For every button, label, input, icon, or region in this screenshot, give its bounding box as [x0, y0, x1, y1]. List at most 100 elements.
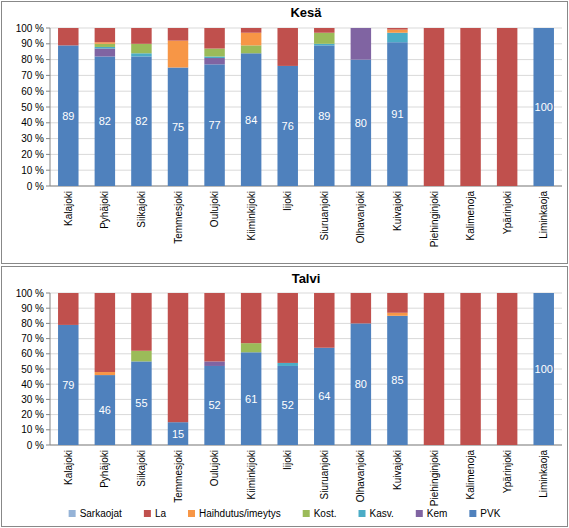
bar-segment	[277, 28, 297, 66]
tick-mark	[46, 170, 50, 171]
bar-segment	[131, 56, 151, 186]
data-label: 89	[318, 110, 330, 122]
legend-swatch	[303, 510, 310, 517]
grid-line	[50, 323, 562, 324]
data-label: 100	[535, 363, 553, 375]
bar-segment	[533, 293, 553, 294]
bar-segment	[168, 28, 188, 29]
bar-segment	[497, 293, 517, 294]
bar-segment	[497, 293, 517, 445]
bar-segment	[533, 28, 553, 186]
data-label: 52	[282, 399, 294, 411]
category-label: Siikajoki	[136, 191, 147, 228]
bar-segment	[204, 28, 224, 49]
grid-line	[50, 28, 562, 29]
category-label: Siuruanjoki	[319, 450, 330, 499]
bar-segment	[277, 363, 297, 366]
bar-segment	[533, 28, 553, 29]
tick-mark	[46, 91, 50, 92]
legend-swatch	[69, 510, 76, 517]
bar-segment	[95, 293, 115, 294]
bar-segment	[277, 66, 297, 186]
bar-segment	[131, 361, 151, 445]
bar-segment	[58, 28, 78, 29]
page: {"chart_data": [ {"type": "bar", "title"…	[0, 0, 569, 528]
legend-swatch	[469, 510, 476, 517]
bar-segment	[351, 28, 371, 60]
bar-segment	[424, 293, 444, 445]
tick-label: 50 %	[21, 102, 44, 113]
tick-label: 60 %	[21, 348, 44, 359]
bar-segment	[131, 293, 151, 351]
category-label: Iijoki	[282, 450, 293, 470]
grid-line	[50, 293, 562, 294]
tick-label: 20 %	[21, 409, 44, 420]
grid-line	[50, 122, 562, 123]
tick-mark	[46, 107, 50, 108]
grid-line	[50, 107, 562, 108]
tick-label: 100 %	[16, 23, 44, 34]
bar-segment	[533, 293, 553, 445]
legend-swatch	[188, 510, 195, 517]
bar-segment	[351, 28, 371, 29]
grid-line	[50, 59, 562, 60]
bar-segment	[131, 293, 151, 294]
bar-segment	[95, 56, 115, 186]
grid-line	[50, 308, 562, 309]
tick-label: 60 %	[21, 86, 44, 97]
category-label: Siuruanjoki	[319, 191, 330, 240]
legend-item: Sarkaojat	[69, 508, 122, 519]
category-label: Kuivajoki	[392, 191, 403, 231]
grid-line	[50, 369, 562, 370]
bar-segment	[95, 372, 115, 375]
grid-line	[50, 445, 562, 446]
bar-segment	[241, 45, 261, 53]
bar-segment	[533, 28, 553, 29]
bar-segment	[387, 28, 407, 29]
bar-segment	[241, 53, 261, 186]
data-label: 64	[318, 390, 330, 402]
bar-segment	[351, 293, 371, 294]
legend-label: La	[155, 508, 167, 519]
bar-segment	[241, 28, 261, 33]
grid-line	[50, 91, 562, 92]
bar-segment	[351, 28, 371, 29]
category-label: Kiiminkijoki	[246, 450, 257, 499]
data-label: 80	[355, 378, 367, 390]
legend-item: Kem	[416, 508, 448, 519]
bar-segment	[204, 293, 224, 361]
bar-segment	[314, 28, 334, 29]
bar-segment	[314, 45, 334, 186]
bar-segment	[497, 28, 517, 186]
bar-segment	[351, 28, 371, 29]
legend-item: Kasv.	[359, 508, 394, 519]
data-label: 84	[245, 114, 257, 126]
data-labels: 79465515526152648085100	[62, 363, 553, 440]
data-label: 82	[135, 115, 147, 127]
bar-segment	[387, 33, 407, 42]
tick-mark	[46, 429, 50, 430]
bar-segment	[460, 28, 480, 29]
category-label: Piehinginjoki	[429, 450, 440, 506]
category-label: Iijoki	[282, 191, 293, 211]
bar-segment	[131, 44, 151, 53]
grid-line	[50, 154, 562, 155]
bar-segment	[168, 68, 188, 187]
bar-segment	[58, 325, 78, 445]
chart-title: Talvi	[292, 271, 321, 286]
category-label: Liminkaoja	[538, 191, 549, 239]
bar-segment	[241, 343, 261, 352]
tick-label: 20 %	[21, 149, 44, 160]
bar-segment	[497, 28, 517, 29]
category-label: Kiiminkijoki	[246, 191, 257, 240]
grid-line	[50, 75, 562, 76]
grid-line	[50, 170, 562, 171]
bar-segment	[204, 293, 224, 294]
tick-label: 80 %	[21, 54, 44, 65]
bar-segment	[533, 293, 553, 294]
legend-item: Kost.	[303, 508, 337, 519]
data-label: 75	[172, 121, 184, 133]
tick-mark	[46, 138, 50, 139]
category-label: Pyhäjoki	[99, 450, 110, 488]
tick-label: 90 %	[21, 303, 44, 314]
